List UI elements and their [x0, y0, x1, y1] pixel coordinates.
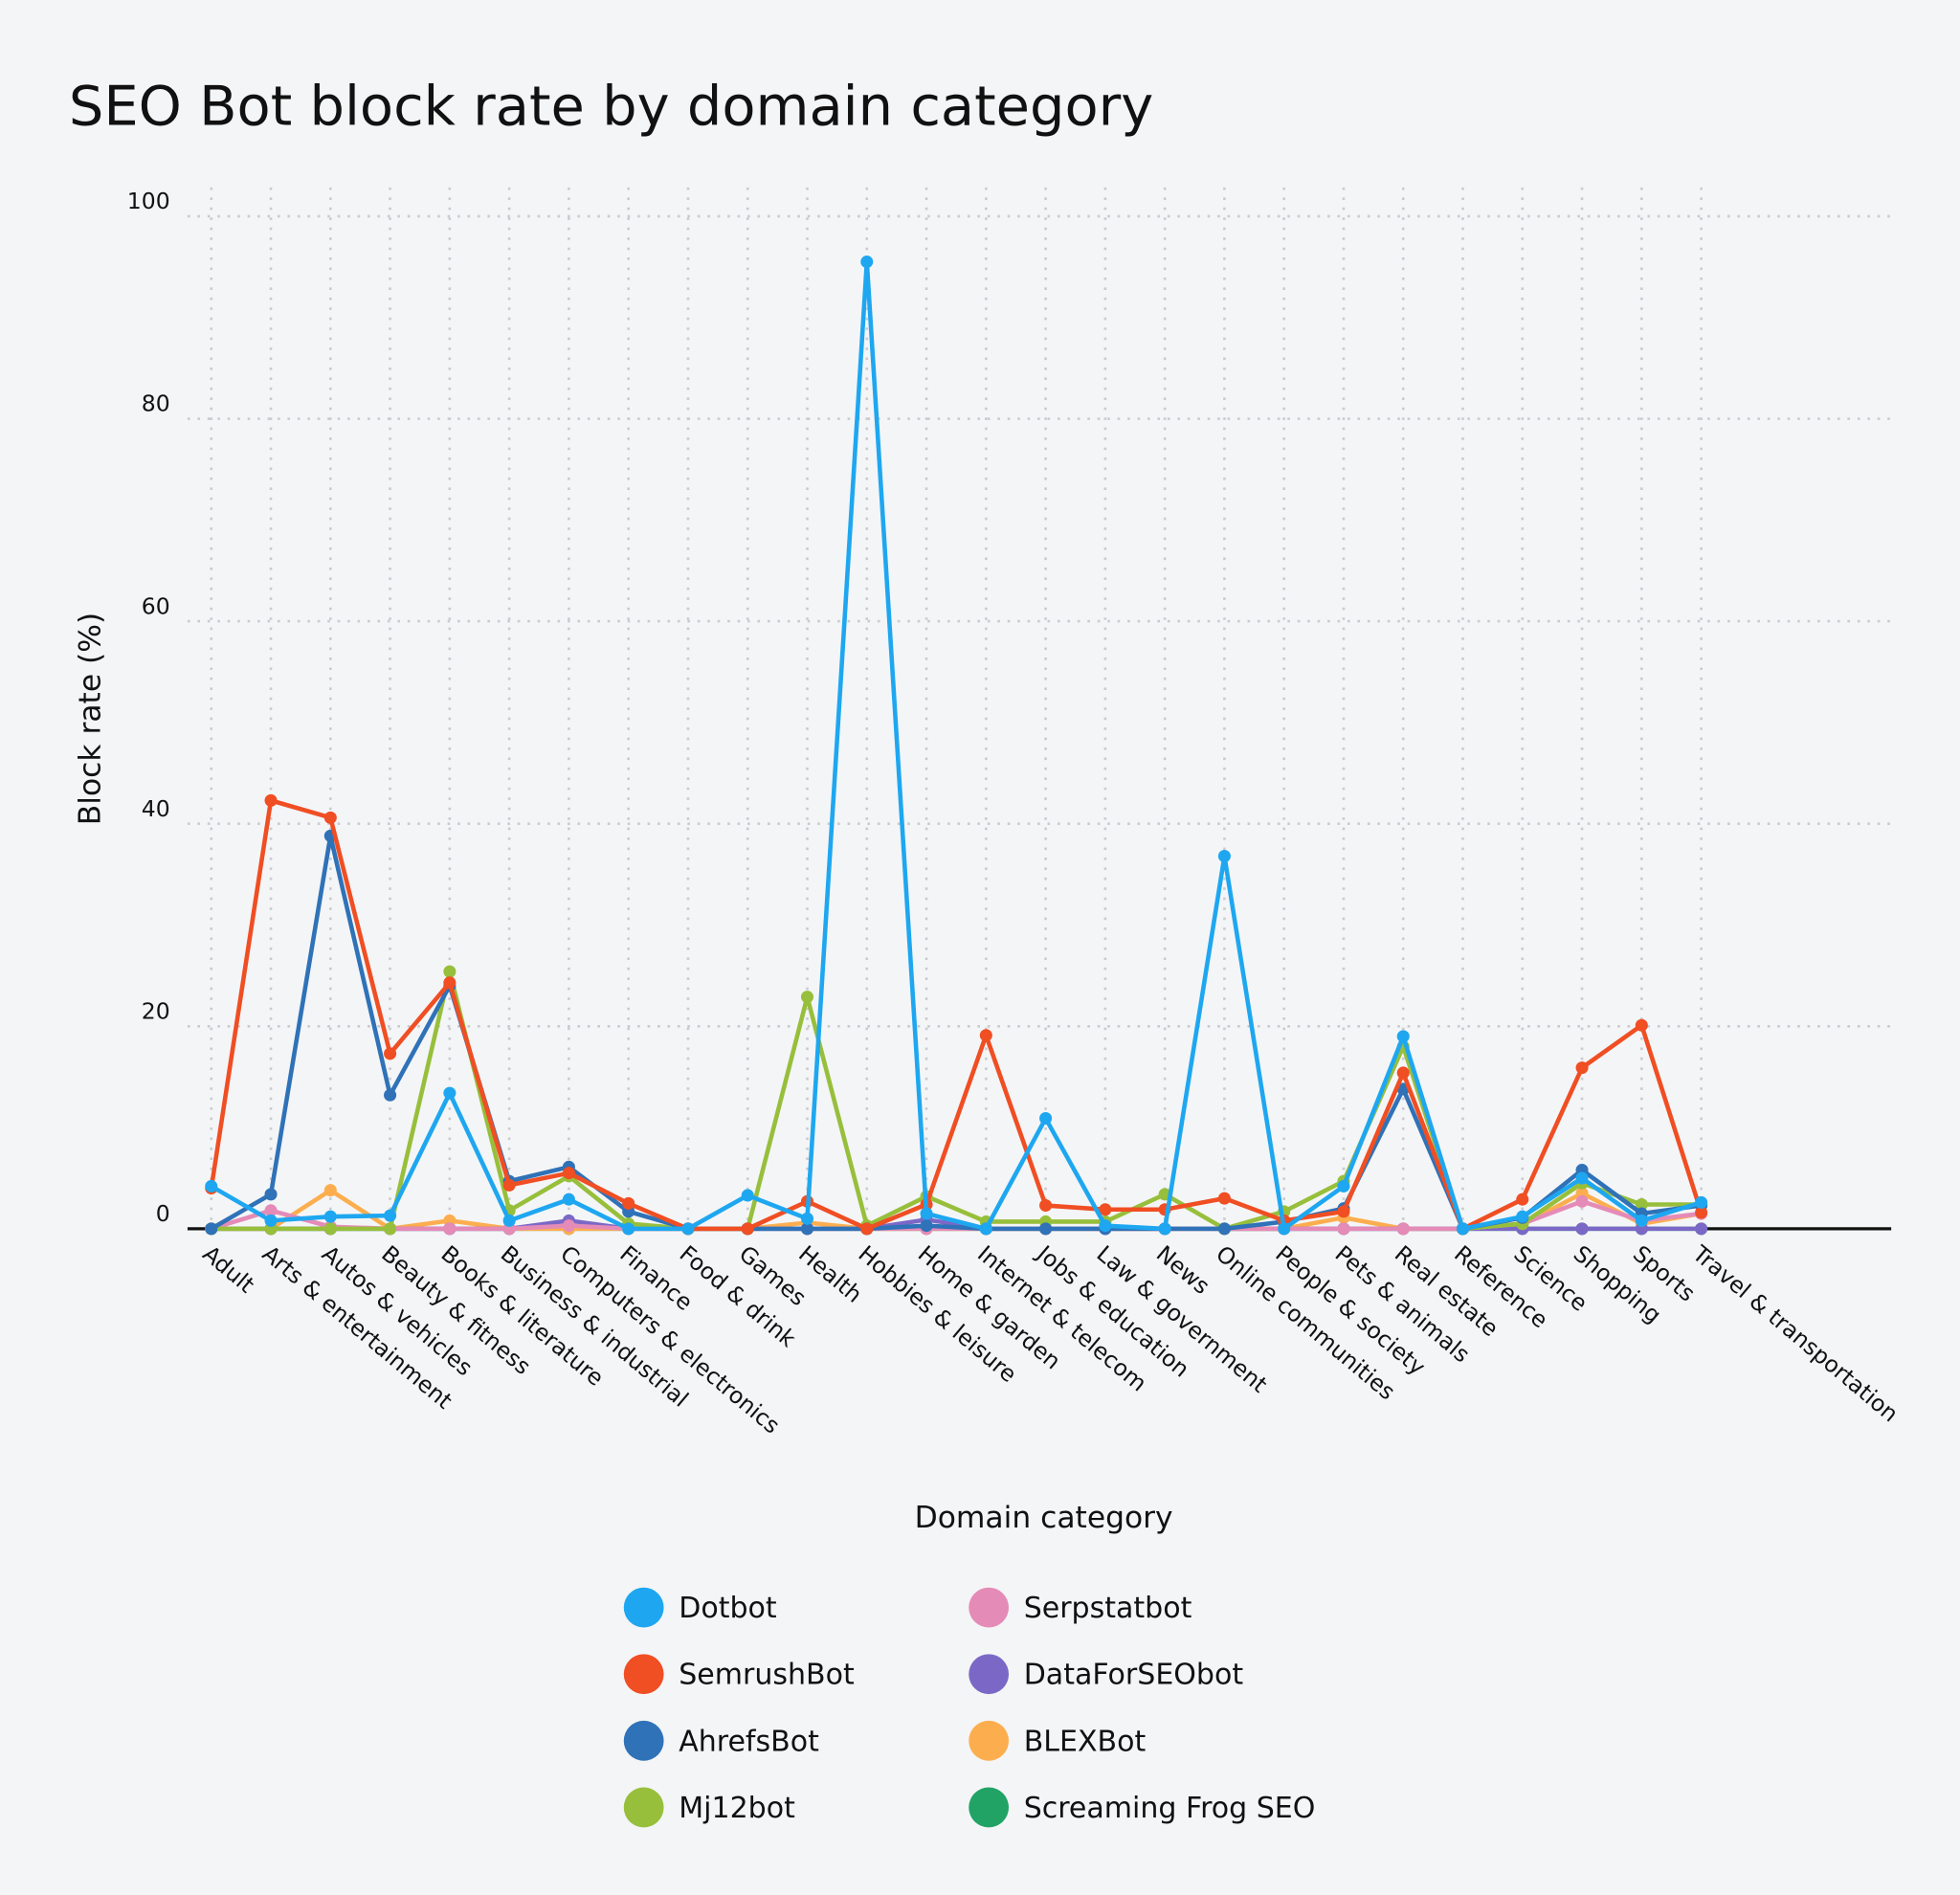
data-point: [323, 1184, 337, 1197]
data-point: [1337, 1179, 1350, 1193]
data-point: [1396, 1066, 1410, 1080]
y-tick-label: 100: [127, 188, 170, 214]
y-tick-label: 20: [142, 997, 170, 1024]
data-point: [443, 1086, 457, 1100]
data-point: [1337, 1222, 1350, 1236]
data-point: [681, 1222, 695, 1236]
chart-title: SEO Bot block rate by domain category: [69, 75, 1153, 139]
data-point: [384, 1088, 397, 1102]
data-point: [1695, 1222, 1708, 1236]
data-point: [979, 1029, 992, 1042]
data-point: [860, 1222, 874, 1236]
data-point: [443, 1222, 457, 1236]
data-point: [562, 1219, 575, 1233]
data-point: [1396, 1030, 1410, 1043]
legend-swatch: [623, 1787, 664, 1828]
data-point: [800, 1212, 814, 1225]
data-point: [1396, 1222, 1410, 1236]
data-point: [443, 976, 457, 990]
data-point: [323, 811, 337, 824]
data-point: [741, 1222, 754, 1236]
data-point: [1456, 1222, 1470, 1236]
legend-swatch: [969, 1654, 1010, 1695]
data-point: [1516, 1210, 1529, 1223]
data-point: [443, 965, 457, 978]
data-point: [1635, 1214, 1648, 1227]
data-point: [1575, 1222, 1589, 1236]
data-point: [920, 1207, 933, 1220]
data-point: [979, 1222, 992, 1236]
data-point: [1695, 1195, 1708, 1209]
data-point: [502, 1178, 516, 1192]
legend-label: Dotbot: [679, 1592, 777, 1625]
legend-label: Serpstatbot: [1024, 1592, 1192, 1625]
data-point: [1099, 1219, 1112, 1233]
y-tick-label: 60: [142, 592, 170, 619]
data-point: [1635, 1197, 1648, 1212]
data-point: [323, 1222, 337, 1236]
data-point: [384, 1047, 397, 1060]
y-tick-label: 0: [156, 1200, 170, 1227]
legend-label: SemrushBot: [679, 1659, 855, 1692]
data-point: [860, 256, 874, 269]
x-axis-title: Domain category: [915, 1501, 1173, 1535]
y-axis-title: Block rate (%): [74, 613, 108, 826]
series-line: [210, 259, 1703, 1232]
legend-swatch: [623, 1720, 664, 1761]
data-point: [1635, 1018, 1648, 1032]
legend-swatch: [969, 1787, 1010, 1828]
data-point: [384, 1222, 397, 1236]
data-point: [1217, 850, 1231, 863]
y-tick-label: 80: [142, 390, 170, 417]
data-point: [1217, 1222, 1231, 1236]
series: [205, 256, 1708, 1236]
data-point: [1039, 1222, 1053, 1236]
data-point: [1337, 1205, 1350, 1218]
data-point: [1516, 1193, 1529, 1206]
data-point: [205, 1179, 218, 1193]
data-point: [1575, 1171, 1589, 1185]
data-point: [1575, 1061, 1589, 1075]
legend-swatch: [623, 1654, 664, 1695]
data-point: [1575, 1194, 1589, 1208]
data-point: [264, 1214, 278, 1227]
data-point: [323, 1210, 337, 1223]
data-point: [1039, 1112, 1053, 1126]
data-point: [1278, 1222, 1291, 1236]
data-point: [800, 1222, 814, 1236]
y-tick-label: 40: [142, 795, 170, 822]
data-point: [264, 1188, 278, 1201]
data-point: [1039, 1199, 1053, 1213]
legend-label: DataForSEObot: [1024, 1659, 1244, 1692]
legend-swatch: [623, 1587, 664, 1628]
data-point: [205, 1222, 218, 1236]
data-point: [800, 991, 814, 1004]
data-point: [264, 1204, 278, 1217]
legend-label: AhrefsBot: [679, 1725, 819, 1758]
data-point: [622, 1222, 635, 1236]
data-point: [384, 1209, 397, 1222]
data-point: [1695, 1206, 1708, 1219]
data-point: [1217, 1192, 1231, 1205]
legend-swatch: [969, 1720, 1010, 1761]
data-point: [562, 1193, 575, 1206]
data-point: [622, 1196, 635, 1210]
data-point: [264, 793, 278, 807]
data-point: [502, 1214, 516, 1227]
data-point: [920, 1219, 933, 1233]
legend-label: BLEXBot: [1024, 1725, 1147, 1758]
data-point: [562, 1167, 575, 1180]
data-point: [1158, 1222, 1171, 1236]
legend-label: Screaming Frog SEO: [1024, 1792, 1316, 1825]
legend-swatch: [969, 1587, 1010, 1628]
data-point: [1099, 1203, 1112, 1216]
legend-label: Mj12bot: [679, 1792, 795, 1825]
data-point: [741, 1189, 754, 1202]
